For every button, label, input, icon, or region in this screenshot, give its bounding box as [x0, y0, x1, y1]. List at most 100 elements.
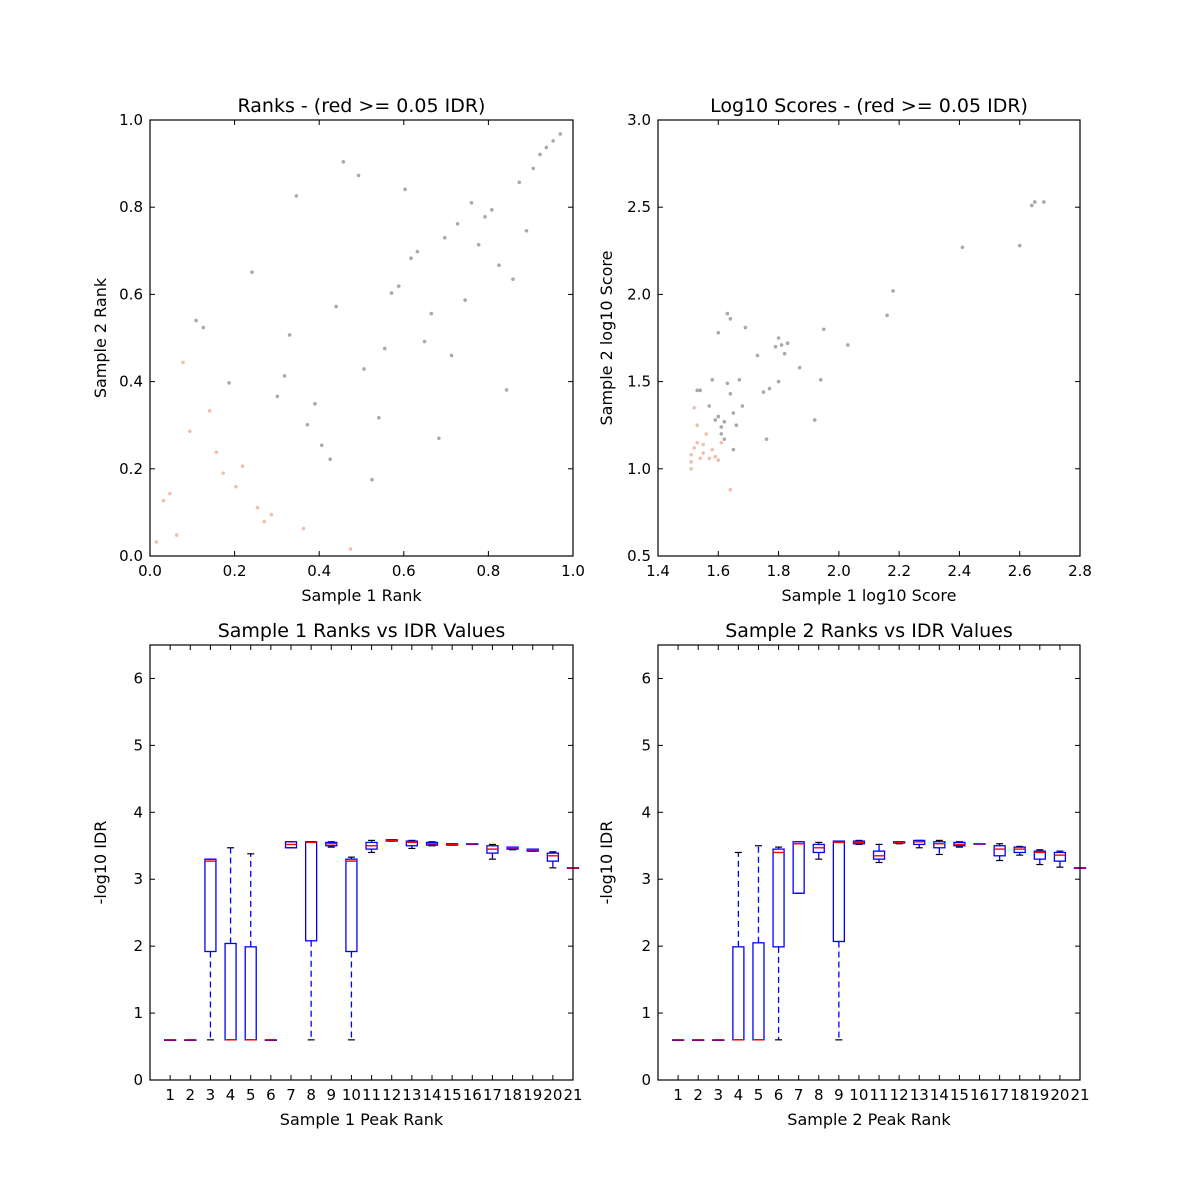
y-tick-label: 3: [133, 870, 143, 888]
scatter-point: [240, 464, 245, 468]
x-tick-label: 7: [286, 1086, 296, 1104]
scatter-point: [234, 484, 238, 489]
scatter-point: [773, 344, 778, 349]
axes-frame: [149, 119, 574, 557]
box-14: [425, 841, 439, 847]
scatter-point: [821, 327, 826, 332]
box-8: [304, 841, 318, 1041]
scatter-point: [275, 394, 280, 399]
box-17: [993, 843, 1006, 862]
y-tick-label: 0.5: [627, 547, 651, 565]
scatter-point: [737, 378, 742, 382]
box-body: [792, 841, 805, 894]
scatter-point: [396, 284, 401, 288]
box-19: [1033, 849, 1046, 866]
axes-frame: [149, 644, 574, 1081]
scatter-point: [812, 418, 817, 422]
scatter-point: [885, 313, 889, 318]
scatter-point: [348, 547, 353, 551]
y-axis-ticks: 0.0 0.2 0.4 0.6 0.8 1.0: [119, 111, 573, 565]
x-tick-label: 0.8: [476, 562, 500, 580]
scatter-point: [305, 422, 310, 427]
scatter-point: [692, 405, 696, 410]
y-axis-ticks: 0 1 2 3 4 5 6: [641, 669, 1080, 1089]
chart-panel-1: Ranks - (red >= 0.05 IDR) Sample 1 Rank Sa…: [91, 95, 585, 605]
scatter-point: [725, 381, 730, 386]
y-tick-label: 2: [133, 937, 143, 955]
x-tick-label: 9: [834, 1086, 844, 1104]
scatter-point: [174, 533, 179, 537]
scatter-point: [207, 409, 212, 413]
x-tick-label: 2.0: [827, 562, 851, 580]
plot-area: [154, 132, 563, 551]
scatter-point: [716, 458, 721, 462]
box-2: [692, 1039, 705, 1041]
y-tick-label: 1.0: [627, 460, 651, 478]
scatter-point: [704, 432, 709, 436]
scatter-point: [719, 440, 724, 445]
x-tick-label: 4: [734, 1086, 744, 1104]
x-tick-label: 1.8: [767, 562, 791, 580]
y-tick-label: 5: [133, 736, 143, 754]
scatter-point: [701, 451, 706, 455]
scatter-point: [728, 487, 733, 492]
box-10: [852, 839, 866, 846]
y-tick-label: 2: [641, 937, 651, 955]
scatter-point: [960, 245, 965, 250]
box-body: [345, 858, 358, 953]
x-axis-label: Sample 1 Peak Rank: [280, 1110, 444, 1129]
scatter-point: [524, 228, 529, 233]
scatter-point: [382, 346, 387, 351]
y-tick-label: 3.0: [627, 111, 651, 129]
scatter-point: [689, 460, 693, 464]
y-tick-label: 6: [133, 669, 143, 687]
y-axis-label: -log10 IDR: [91, 821, 110, 905]
box-18: [506, 846, 519, 851]
box-11: [365, 839, 378, 854]
scatter-point: [722, 437, 727, 441]
x-tick-label: 2: [693, 1086, 703, 1104]
scatter-point: [403, 187, 407, 192]
box-body: [933, 841, 946, 849]
y-tick-label: 5: [641, 736, 651, 754]
scatter-point: [362, 367, 366, 371]
scatter-point: [698, 456, 702, 461]
x-tick-label: 5: [246, 1086, 256, 1104]
x-tick-label: 20: [543, 1086, 562, 1104]
scatter-point: [517, 180, 522, 185]
x-tick-label: 2.4: [947, 562, 971, 580]
scatter-point: [785, 341, 790, 346]
scatter-point: [449, 353, 454, 358]
x-tick-label: 1.6: [706, 562, 730, 580]
scatter-point: [409, 256, 413, 261]
scatter-point: [544, 145, 549, 150]
x-tick-label: 1.0: [561, 562, 585, 580]
box-9: [832, 840, 846, 1041]
x-tick-label: 16: [970, 1086, 989, 1104]
chart-panel-2: Log10 Scores - (red >= 0.05 IDR) Sample 1…: [597, 95, 1092, 605]
box-3: [204, 858, 217, 1041]
x-tick-label: 14: [422, 1086, 441, 1104]
x-tick-label: 3: [714, 1086, 724, 1104]
scatter-point: [531, 166, 536, 171]
x-tick-label: 20: [1050, 1086, 1069, 1104]
x-tick-label: 2.8: [1068, 562, 1092, 580]
x-tick-label: 18: [503, 1086, 522, 1104]
y-tick-label: 0.4: [119, 373, 143, 391]
scatter-point: [269, 512, 274, 517]
x-tick-label: 0.0: [138, 562, 162, 580]
y-tick-label: 0.2: [119, 460, 143, 478]
box-12: [892, 841, 906, 845]
scatter-point: [504, 388, 509, 392]
scatter-point: [476, 242, 481, 247]
scatter-point: [776, 336, 781, 340]
y-tick-label: 6: [641, 669, 651, 687]
box-body: [204, 858, 217, 953]
y-tick-label: 1.0: [119, 111, 143, 129]
chart-title: Sample 2 Ranks vs IDR Values: [725, 620, 1013, 642]
scatter-point: [328, 457, 332, 462]
scatter-point: [692, 446, 696, 450]
box-body: [993, 845, 1006, 857]
scatter-point: [497, 263, 501, 267]
